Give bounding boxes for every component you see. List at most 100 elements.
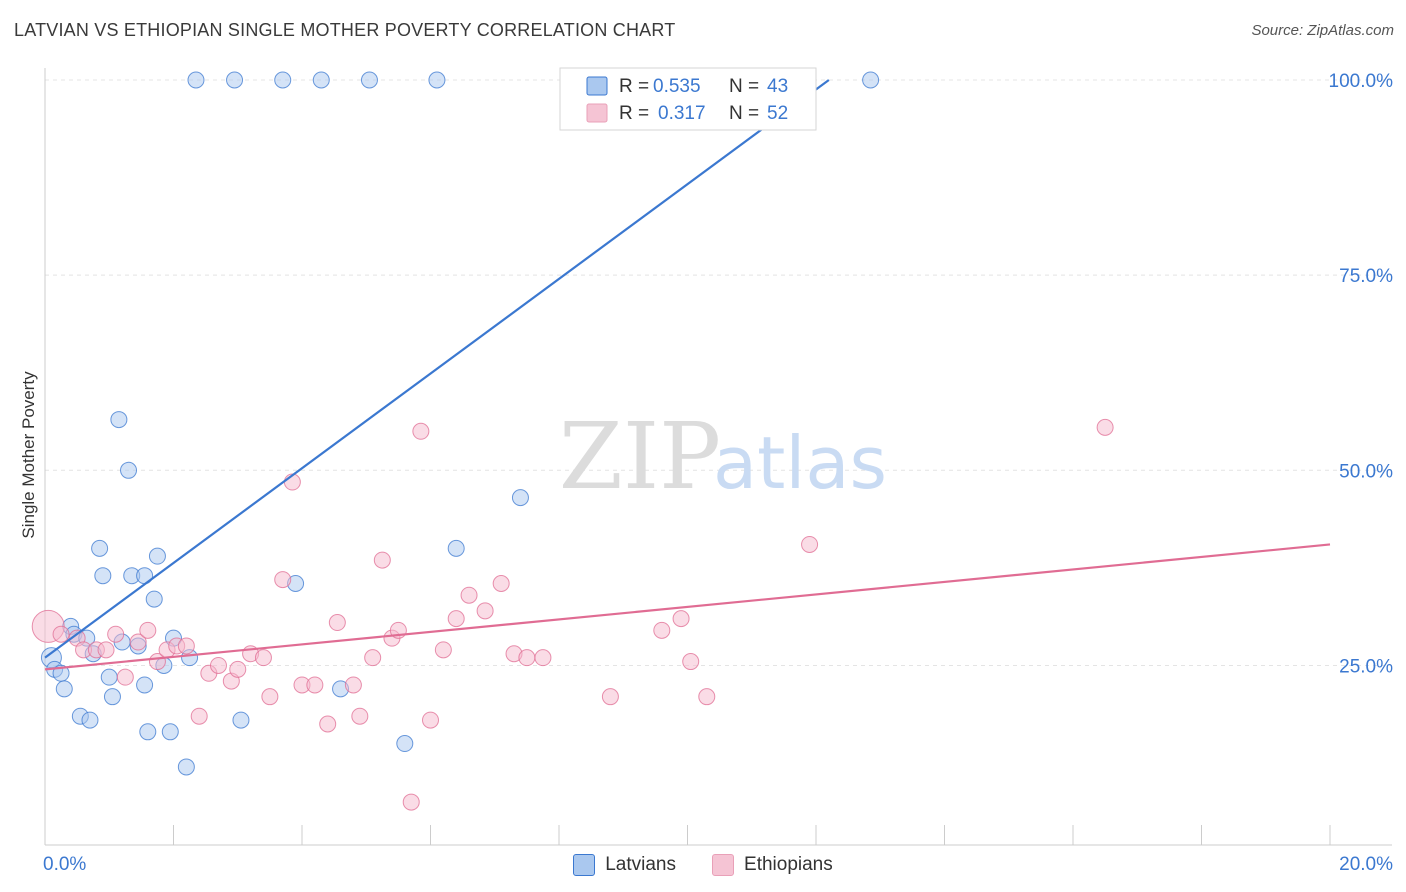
point-ethiopians-25 xyxy=(306,676,324,694)
point-latvians-20 xyxy=(136,676,154,694)
legend-swatch-latvians xyxy=(586,76,608,96)
legend-item-ethiopians: Ethiopians xyxy=(712,854,833,876)
point-ethiopians-46 xyxy=(653,621,671,639)
series-legend: Latvians Ethiopians xyxy=(0,851,1406,879)
y-tick-label-2: 75.0% xyxy=(1339,266,1393,287)
legend-n-value-ethiopians: 52 xyxy=(767,103,788,124)
tick-labels: 25.0% 50.0% 75.0% 100.0% 0.0% 20.0% xyxy=(43,71,1393,875)
point-latvians-40 xyxy=(428,71,446,89)
point-ethiopians-50 xyxy=(801,535,819,553)
point-ethiopians-14 xyxy=(190,707,208,725)
point-latvians-14 xyxy=(110,411,128,429)
point-latvians-34 xyxy=(511,489,529,507)
trend-lines xyxy=(44,79,1331,671)
point-latvians-25 xyxy=(161,723,179,741)
point-ethiopians-16 xyxy=(209,656,227,674)
point-latvians-3 xyxy=(55,680,73,698)
point-latvians-36 xyxy=(226,71,244,89)
point-latvians-13 xyxy=(103,688,121,706)
point-latvians-39 xyxy=(360,71,378,89)
point-latvians-37 xyxy=(274,71,292,89)
point-ethiopians-9 xyxy=(139,621,157,639)
point-latvians-11 xyxy=(94,567,112,585)
point-ethiopians-39 xyxy=(460,586,478,604)
legend-r-label-ethiopians: R = xyxy=(619,103,649,124)
watermark-atlas: atlas xyxy=(713,421,887,505)
point-ethiopians-5 xyxy=(97,641,115,659)
point-latvians-10 xyxy=(91,539,109,557)
axes xyxy=(44,68,1392,846)
point-ethiopians-13 xyxy=(177,637,195,655)
point-ethiopians-47 xyxy=(672,610,690,628)
point-ethiopians-48 xyxy=(682,653,700,671)
point-ethiopians-36 xyxy=(422,711,439,729)
x-tick-label-1: 20.0% xyxy=(1339,854,1393,875)
y-axis-label: Single Mother Poverty xyxy=(19,371,38,539)
point-ethiopians-7 xyxy=(116,668,134,686)
point-ethiopians-38 xyxy=(447,610,465,628)
watermark-zip: ZIP xyxy=(559,403,721,510)
watermark: ZIP atlas xyxy=(559,403,887,510)
point-latvians-12 xyxy=(100,668,118,686)
trend-line-latvians xyxy=(44,79,830,659)
point-ethiopians-8 xyxy=(129,633,147,651)
point-ethiopians-51 xyxy=(1096,418,1114,436)
legend-n-label-ethiopians: N = xyxy=(729,103,759,124)
legend-r-value-ethiopians: 0.317 xyxy=(658,103,706,124)
point-latvians-21 xyxy=(139,723,157,741)
y-tick-label-0: 25.0% xyxy=(1339,656,1393,677)
source-label: Source: ZipAtlas.com xyxy=(1251,22,1394,39)
point-ethiopians-35 xyxy=(412,422,430,440)
point-ethiopians-40 xyxy=(476,602,494,620)
trend-line-ethiopians xyxy=(44,543,1331,671)
legend-item-latvians: Latvians xyxy=(573,854,676,876)
point-ethiopians-27 xyxy=(328,614,346,632)
point-latvians-27 xyxy=(177,758,195,776)
point-ethiopians-28 xyxy=(344,676,362,694)
point-ethiopians-44 xyxy=(534,649,552,667)
point-ethiopians-31 xyxy=(373,551,391,569)
legend-n-label-latvians: N = xyxy=(729,76,759,97)
legend-label-latvians: Latvians xyxy=(605,854,677,875)
data-points xyxy=(31,71,1114,811)
legend-swatch-ethiopians-bottom xyxy=(712,854,735,876)
legend-r-value-latvians: 0.535 xyxy=(653,76,701,97)
point-ethiopians-30 xyxy=(364,649,382,667)
legend-r-label-latvians: R = xyxy=(619,76,649,97)
x-tick-label-0: 0.0% xyxy=(43,854,86,875)
point-latvians-41 xyxy=(862,71,880,89)
point-ethiopians-22 xyxy=(274,571,292,589)
point-ethiopians-21 xyxy=(261,688,279,706)
y-tick-label-1: 50.0% xyxy=(1339,461,1393,482)
gridlines xyxy=(45,79,1392,666)
point-ethiopians-20 xyxy=(254,649,272,667)
legend-swatch-latvians-bottom xyxy=(573,854,596,876)
point-latvians-35 xyxy=(187,71,205,89)
point-latvians-38 xyxy=(312,71,330,89)
point-ethiopians-1 xyxy=(52,625,70,643)
point-ethiopians-34 xyxy=(402,793,420,811)
point-ethiopians-29 xyxy=(351,707,369,725)
point-ethiopians-49 xyxy=(698,688,716,706)
point-ethiopians-43 xyxy=(518,649,536,667)
point-latvians-33 xyxy=(447,539,465,557)
point-ethiopians-37 xyxy=(434,641,452,659)
point-ethiopians-45 xyxy=(601,688,619,706)
stats-legend: R = 0.535 N = 43 R = 0.317 N = 52 xyxy=(559,67,817,131)
legend-n-value-latvians: 43 xyxy=(767,76,788,97)
point-latvians-29 xyxy=(232,711,250,729)
point-ethiopians-26 xyxy=(319,715,337,733)
point-latvians-8 xyxy=(81,711,99,729)
chart-title: LATVIAN VS ETHIOPIAN SINGLE MOTHER POVER… xyxy=(14,20,676,40)
point-latvians-23 xyxy=(148,547,166,565)
point-latvians-16 xyxy=(120,461,138,479)
point-latvians-32 xyxy=(396,735,414,753)
point-ethiopians-18 xyxy=(229,660,247,678)
point-ethiopians-6 xyxy=(107,625,125,643)
y-tick-label-3: 100.0% xyxy=(1329,71,1394,92)
legend-swatch-ethiopians xyxy=(586,103,608,123)
point-ethiopians-41 xyxy=(492,574,510,592)
point-latvians-22 xyxy=(145,590,163,608)
legend-label-ethiopians: Ethiopians xyxy=(744,854,833,875)
